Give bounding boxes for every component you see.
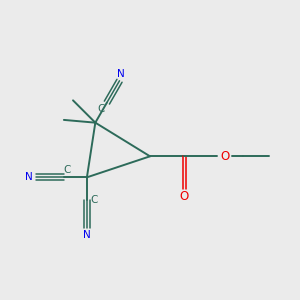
Text: N: N (117, 69, 125, 79)
Text: O: O (180, 190, 189, 203)
Text: C: C (98, 104, 105, 114)
Text: C: C (63, 165, 71, 175)
Text: N: N (25, 172, 33, 182)
Text: C: C (90, 196, 97, 206)
Text: N: N (83, 230, 91, 240)
Text: O: O (220, 150, 230, 163)
